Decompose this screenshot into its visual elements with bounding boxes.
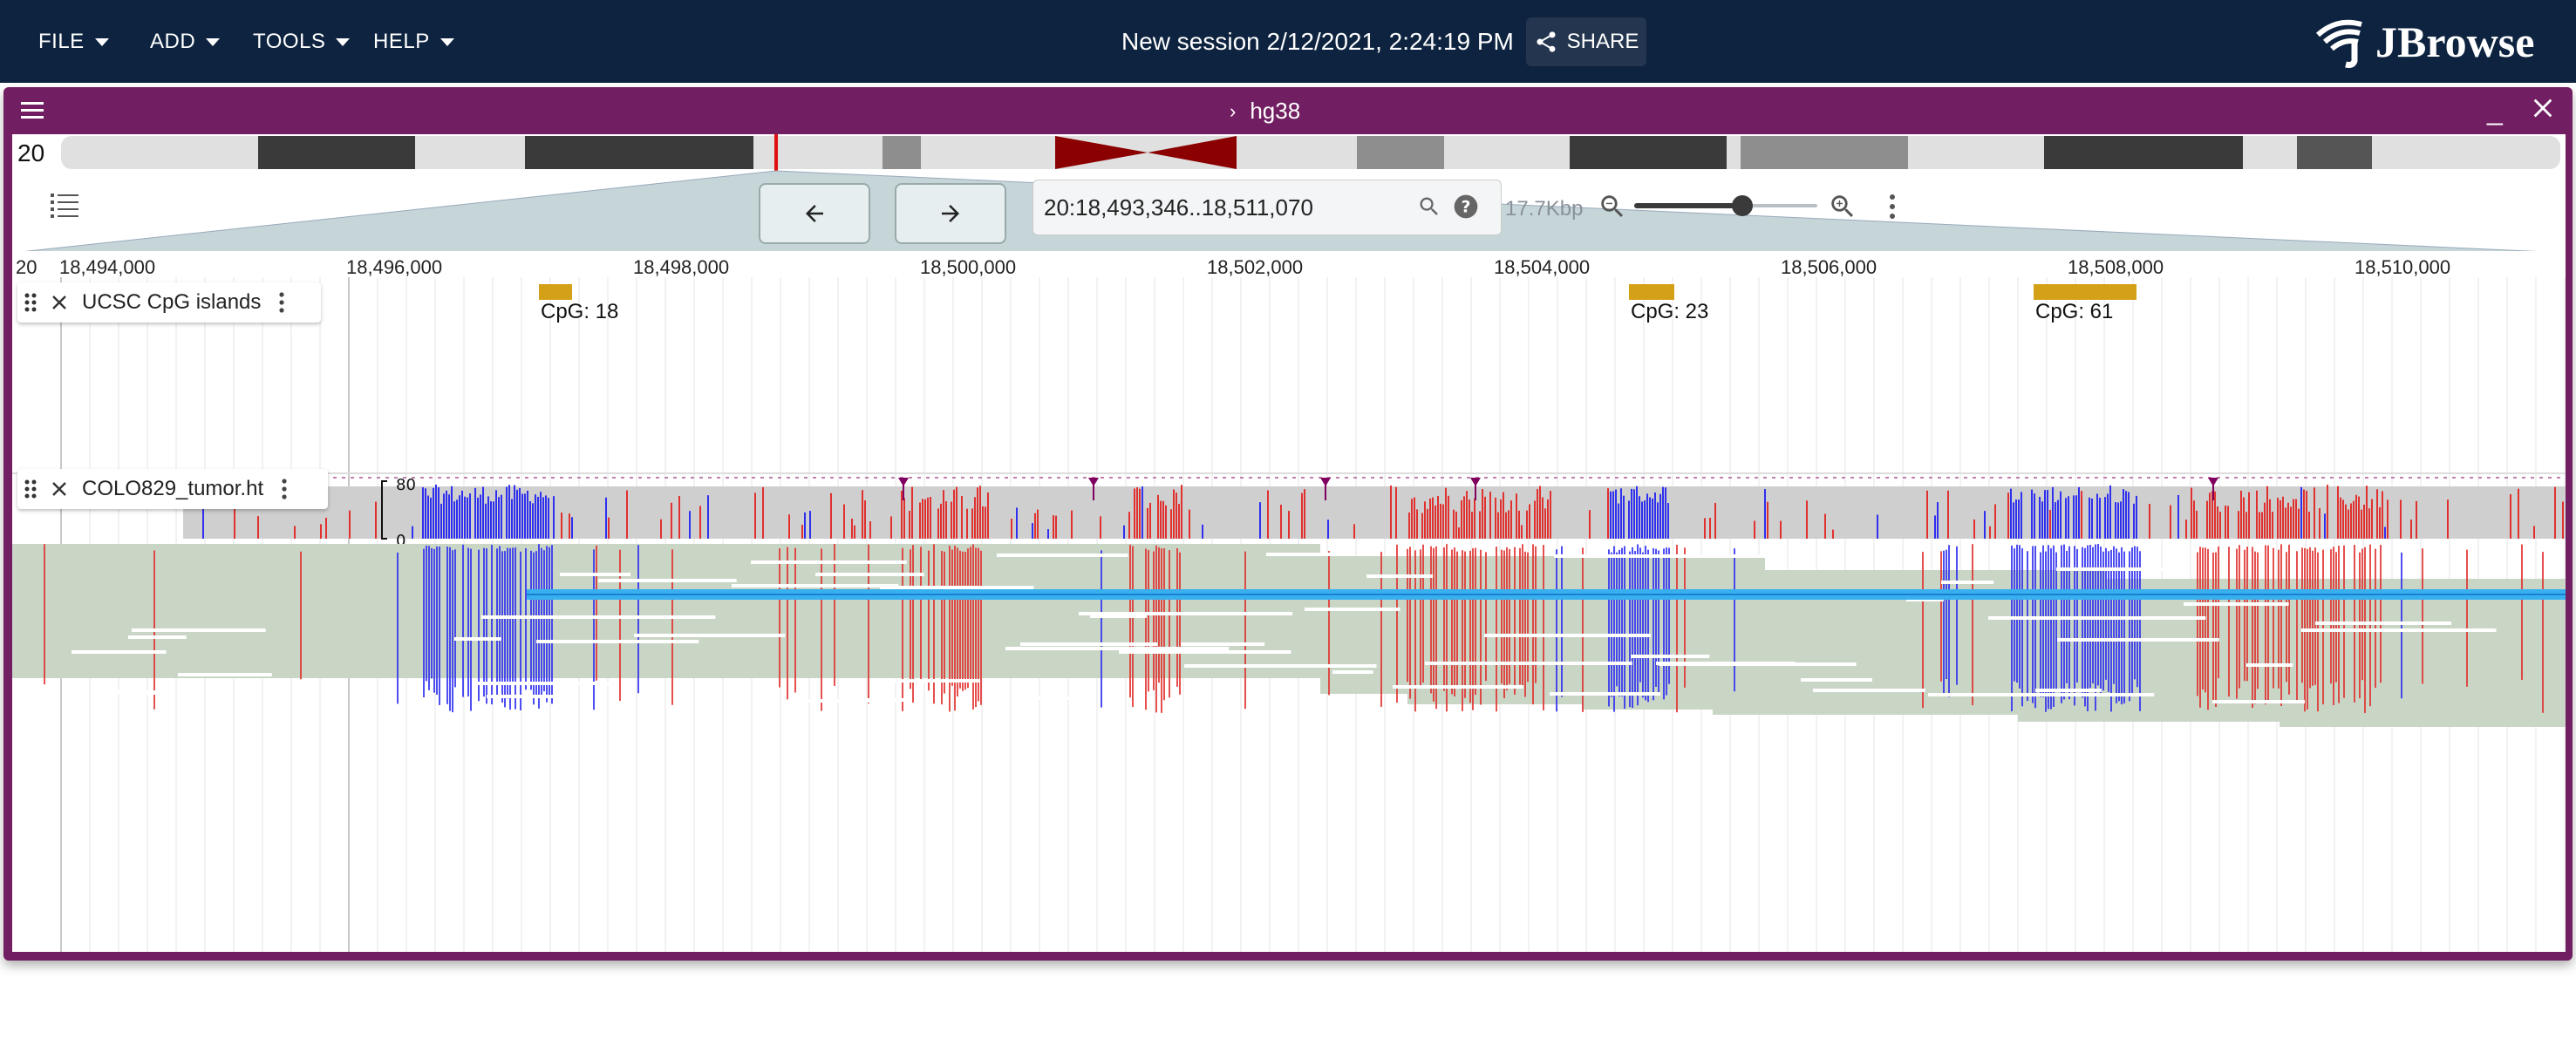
file-menu-button[interactable]: FILE	[38, 24, 109, 59]
file-menu-label: FILE	[38, 30, 85, 53]
list-icon[interactable]	[51, 192, 80, 218]
ruler-tick-label: 18,508,000	[2068, 256, 2164, 278]
help-menu-button[interactable]: HELP	[373, 24, 454, 59]
zoom-slider-track	[1634, 203, 1741, 208]
drag-handle-icon[interactable]	[24, 479, 37, 499]
cpg-feature-label: CpG: 23	[1631, 300, 1709, 323]
coverage-min-label: 0	[396, 532, 405, 550]
track-name: UCSC CpG islands	[82, 290, 262, 314]
zoom-slider-thumb[interactable]	[1732, 195, 1753, 216]
session-title[interactable]: New session 2/12/2021, 2:24:19 PM	[1121, 28, 1514, 55]
view-header: › hg38 _	[3, 87, 2573, 134]
help-icon[interactable]: ?	[1452, 193, 1480, 221]
dropdown-caret-icon	[94, 37, 109, 46]
ruler-tick-label: 18,510,000	[2355, 256, 2451, 278]
cpg-feature[interactable]	[539, 284, 572, 300]
ruler-tick-label: 18,502,000	[1207, 256, 1304, 278]
ruler-tick-label: 18,500,000	[920, 256, 1017, 278]
app-bar: FILE ADD TOOLS HELP New session 2/12/202…	[0, 0, 2576, 83]
close-track-icon[interactable]	[51, 294, 68, 311]
view-body: 20 ? 17.7Kbp 20 18,494,000 18,496,000 18…	[12, 134, 2566, 952]
position-ruler[interactable]: 20 18,494,000 18,496,000 18,498,000 18,5…	[12, 251, 2566, 278]
zoom-in-icon[interactable]	[1828, 192, 1857, 221]
ruler-tick-label: 18,494,000	[59, 256, 156, 278]
assembly-name[interactable]: › hg38	[1230, 98, 1300, 125]
scroll-right-button[interactable]	[895, 183, 1006, 244]
bp-per-view-label: 17.7Kbp	[1505, 197, 1584, 221]
track-canvas[interactable]: 80 0	[12, 277, 2566, 952]
assembly-label: hg38	[1250, 98, 1301, 124]
chromosome-label: 20	[17, 139, 45, 166]
linear-genome-view: › hg38 _ 20 ?	[3, 87, 2573, 961]
help-menu-label: HELP	[373, 30, 430, 53]
cpg-feature[interactable]	[2034, 284, 2136, 300]
ruler-tick-label: 18,498,000	[633, 256, 730, 278]
arrow-left-icon	[806, 205, 823, 222]
track-label-cpg[interactable]: UCSC CpG islands	[17, 282, 321, 323]
dropdown-caret-icon	[440, 37, 454, 46]
close-track-icon[interactable]	[51, 480, 68, 498]
more-vert-icon[interactable]	[1887, 194, 1898, 220]
ruler-tick-label: 18,496,000	[346, 256, 443, 278]
jbrowse-logo: JBrowse	[2311, 16, 2534, 68]
coverage-scale: 80 0	[381, 476, 416, 550]
jbrowse-logo-icon	[2315, 19, 2362, 68]
add-menu-button[interactable]: ADD	[150, 24, 221, 59]
svg-text:?: ?	[1462, 199, 1471, 217]
share-button[interactable]: SHARE	[1526, 17, 1646, 66]
minimize-icon[interactable]: _	[2487, 94, 2503, 126]
coverage-bars	[202, 485, 2564, 539]
pileup-reads	[44, 544, 2544, 713]
dropdown-caret-icon	[206, 37, 221, 46]
scroll-left-button[interactable]	[759, 183, 870, 244]
cpg-feature[interactable]	[1629, 284, 1674, 300]
share-label: SHARE	[1566, 30, 1639, 53]
search-icon[interactable]	[1417, 194, 1441, 219]
coverage-max-label: 80	[396, 476, 416, 494]
cpg-feature-label: CpG: 61	[2035, 300, 2114, 323]
location-search-box: ?	[1032, 180, 1502, 235]
drag-handle-icon[interactable]	[24, 292, 37, 313]
ruler-tick-label: 18,506,000	[1781, 256, 1877, 278]
logo-text: JBrowse	[2375, 17, 2535, 66]
ruler-chromosome: 20	[16, 256, 37, 278]
track-label-colo829[interactable]: COLO829_tumor.ht	[17, 469, 328, 509]
close-icon[interactable]	[2531, 96, 2555, 120]
share-icon	[1537, 31, 1556, 52]
location-input[interactable]	[1042, 189, 1412, 226]
cpg-feature-label: CpG: 18	[541, 300, 619, 323]
ruler-tick-label: 18,504,000	[1494, 256, 1591, 278]
chevron-right-icon: ›	[1230, 99, 1237, 122]
track-menu-icon[interactable]	[281, 479, 288, 499]
coverage-background	[183, 486, 2566, 539]
read-pileup[interactable]	[12, 544, 2566, 727]
hamburger-icon[interactable]	[19, 99, 45, 122]
interbase-markers	[898, 478, 2218, 500]
tracks-container: 80 0 UCSC CpG islands CpG: 18 CpG: 23 Cp…	[12, 277, 2566, 952]
tools-menu-label: TOOLS	[253, 30, 326, 53]
dropdown-caret-icon	[336, 37, 351, 46]
zoom-slider[interactable]	[1634, 195, 1817, 216]
tools-menu-button[interactable]: TOOLS	[253, 24, 351, 59]
add-menu-label: ADD	[150, 30, 196, 53]
track-name: COLO829_tumor.ht	[82, 477, 264, 500]
arrow-right-icon	[942, 205, 959, 222]
zoom-out-icon[interactable]	[1598, 192, 1627, 221]
track-menu-icon[interactable]	[278, 292, 285, 313]
